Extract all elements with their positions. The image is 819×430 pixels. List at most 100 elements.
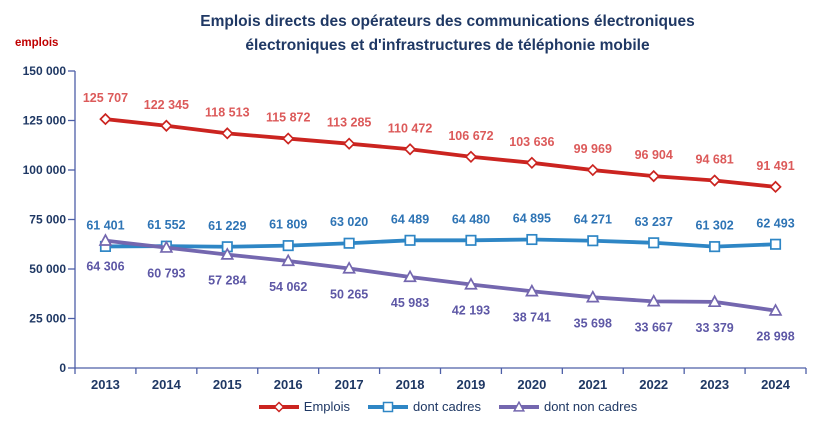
data-point-marker-diamond — [99, 112, 112, 126]
data-label: 35 698 — [574, 316, 612, 330]
x-axis-year-label: 2023 — [700, 377, 729, 392]
legend-label-emplois: Emplois — [303, 399, 351, 414]
x-axis-year-label: 2015 — [213, 377, 242, 392]
data-label: 50 265 — [330, 287, 368, 301]
data-point-marker-square — [465, 234, 477, 246]
y-axis-tick-label: 25 000 — [29, 312, 66, 326]
data-point-marker-square — [343, 237, 355, 249]
legend-sample-dont-cadres-line-icon — [368, 401, 409, 412]
x-axis-year-label: 2018 — [396, 377, 425, 392]
data-point-marker-triangle — [768, 303, 783, 316]
legend-sample-marker — [512, 400, 526, 412]
data-point-marker-diamond — [708, 174, 721, 187]
data-point-marker-diamond — [282, 132, 295, 145]
y-axis-tick-label: 125 000 — [23, 114, 67, 128]
x-axis-year-label: 2021 — [578, 377, 607, 392]
chart-legend: Emplois dont cadres dont non cadres — [85, 399, 810, 414]
y-axis-unit-label: emplois — [15, 37, 59, 49]
data-point-marker-diamond — [525, 156, 539, 170]
data-point-marker-triangle — [707, 294, 722, 308]
data-label: 113 285 — [327, 116, 372, 130]
data-point-marker-triangle — [220, 247, 235, 260]
data-label: 110 472 — [388, 121, 433, 135]
data-point-marker-triangle — [159, 240, 174, 253]
data-point-marker-square — [526, 233, 538, 246]
x-axis-year-label: 2024 — [761, 377, 791, 392]
legend-sample-marker — [273, 400, 285, 413]
chart-title: Emplois directs des opérateurs des commu… — [85, 10, 810, 58]
data-label: 61 809 — [269, 218, 307, 232]
data-point-marker-diamond — [403, 143, 417, 156]
data-point-marker-diamond — [647, 169, 660, 183]
data-label: 94 681 — [696, 153, 734, 167]
data-point-marker-diamond — [221, 127, 234, 140]
data-label: 62 493 — [756, 216, 794, 230]
series-line-emplois — [105, 117, 776, 189]
data-label: 60 793 — [147, 267, 185, 281]
data-point-marker-triangle — [525, 283, 539, 297]
data-label: 64 489 — [391, 212, 429, 226]
data-label: 33 667 — [635, 320, 673, 334]
x-axis-year-label: 2019 — [456, 377, 485, 392]
data-label: 106 672 — [448, 129, 493, 143]
data-point-marker-diamond — [586, 163, 599, 177]
data-label: 61 302 — [696, 219, 734, 233]
data-point-marker-triangle — [403, 269, 417, 283]
y-axis-tick-label: 150 000 — [23, 64, 67, 78]
data-label: 64 306 — [86, 260, 124, 274]
y-axis-tick-label: 0 — [59, 361, 66, 375]
data-label: 61 401 — [86, 218, 124, 232]
data-point-marker-triangle — [464, 277, 478, 290]
data-point-marker-square — [709, 241, 721, 253]
data-label: 99 969 — [574, 142, 612, 156]
data-label: 64 271 — [574, 213, 612, 227]
data-label: 115 872 — [266, 111, 311, 125]
data-point-marker-diamond — [464, 150, 478, 163]
data-label: 122 345 — [144, 98, 189, 112]
data-label: 38 741 — [513, 310, 551, 324]
data-label: 64 895 — [513, 212, 551, 226]
x-axis-year-label: 2016 — [274, 377, 303, 392]
legend-sample-marker — [382, 401, 394, 412]
chart-title-line-2: électroniques et d'infrastructures de té… — [245, 37, 650, 54]
data-label: 42 193 — [452, 303, 490, 317]
data-label: 61 229 — [208, 219, 246, 233]
data-label: 54 062 — [269, 280, 307, 294]
data-point-marker-diamond — [769, 180, 782, 194]
data-point-marker-triangle — [98, 233, 113, 246]
x-axis-year-label: 2020 — [517, 377, 546, 392]
data-point-marker-square — [648, 237, 660, 249]
data-point-marker-square — [404, 234, 416, 246]
x-axis-year-label: 2013 — [91, 377, 120, 392]
data-point-marker-square — [282, 240, 294, 252]
data-label: 63 020 — [330, 215, 368, 229]
legend-item-dont-non-cadres: dont non cadres — [498, 399, 637, 414]
data-point-marker-triangle — [646, 293, 661, 307]
data-label: 96 904 — [635, 148, 673, 162]
data-point-marker-square — [587, 235, 599, 247]
legend-label-dont-non-cadres: dont non cadres — [543, 399, 638, 414]
x-axis-year-label: 2022 — [639, 377, 668, 392]
x-axis-year-label: 2014 — [152, 377, 182, 392]
data-point-marker-diamond — [342, 137, 356, 150]
data-label: 125 707 — [83, 91, 128, 105]
data-point-marker-triangle — [281, 253, 296, 267]
data-label: 103 636 — [509, 135, 554, 149]
data-point-marker-triangle — [585, 289, 600, 303]
data-label: 63 237 — [635, 215, 673, 229]
y-axis-tick-label: 50 000 — [29, 262, 66, 276]
y-axis-tick-label: 100 000 — [23, 163, 67, 177]
data-label: 61 552 — [147, 218, 185, 232]
y-axis-tick-label: 75 000 — [29, 213, 66, 227]
chart-title-line-1: Emplois directs des opérateurs des commu… — [200, 13, 695, 30]
data-label: 118 513 — [205, 105, 250, 119]
legend-sample-dont-non-cadres-line-icon — [498, 400, 539, 412]
data-label: 45 983 — [391, 296, 429, 310]
data-label: 57 284 — [208, 274, 246, 288]
legend-sample-emplois-line-icon — [258, 400, 299, 413]
x-axis-year-label: 2017 — [335, 377, 364, 392]
legend-label-dont-cadres: dont cadres — [413, 399, 481, 414]
series-line-dont-cadres — [105, 237, 776, 249]
